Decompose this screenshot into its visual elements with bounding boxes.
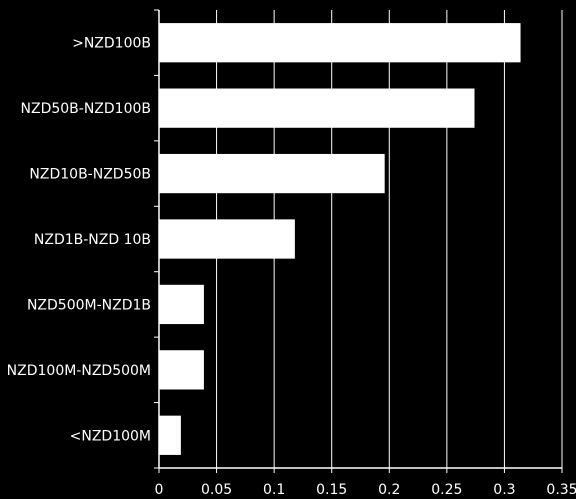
category-label: NZD1B-NZD 10B <box>34 232 151 248</box>
category-labels: >NZD100B NZD50B-NZD100B NZD10B-NZD50B NZD1B… <box>7 36 151 445</box>
x-tick-label: 0 <box>155 482 164 498</box>
bar <box>159 153 385 194</box>
x-tick-label: 0.05 <box>201 482 232 498</box>
x-tick-label: 0.25 <box>431 482 462 498</box>
category-label: NZD10B-NZD50B <box>29 167 151 183</box>
axes <box>154 9 563 473</box>
bar <box>159 284 204 325</box>
x-tick-label: 0.3 <box>493 482 515 498</box>
category-label: >NZD100B <box>72 36 151 52</box>
x-tick-label: 0.2 <box>378 482 400 498</box>
category-label: NZD100M-NZD500M <box>7 363 151 379</box>
x-tick-labels: 0 0.05 0.1 0.15 0.2 0.25 0.3 0.35 <box>155 482 576 498</box>
x-tick-label: 0.1 <box>263 482 285 498</box>
bar <box>159 415 181 455</box>
x-tick-label: 0.15 <box>316 482 347 498</box>
bar <box>159 350 204 390</box>
category-label: <NZD100M <box>70 428 151 444</box>
category-label: NZD500M-NZD1B <box>27 297 151 313</box>
x-tick-label: 0.35 <box>546 482 576 498</box>
bar <box>159 219 295 259</box>
bars <box>159 23 521 455</box>
bar <box>159 23 521 63</box>
bar <box>159 88 475 128</box>
category-label: NZD50B-NZD100B <box>21 101 151 117</box>
